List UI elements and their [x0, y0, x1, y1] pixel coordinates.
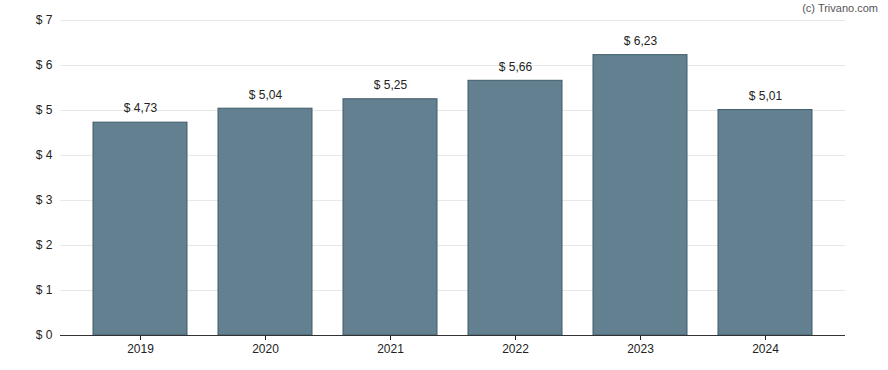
svg-text:$ 5,66: $ 5,66 [499, 60, 533, 74]
svg-text:$ 6,23: $ 6,23 [624, 34, 658, 48]
svg-text:2019: 2019 [127, 342, 154, 356]
svg-text:2021: 2021 [377, 342, 404, 356]
svg-text:$ 0: $ 0 [36, 328, 53, 342]
svg-text:2022: 2022 [502, 342, 529, 356]
svg-text:$ 5,25: $ 5,25 [374, 78, 408, 92]
svg-text:$ 5: $ 5 [36, 103, 53, 117]
svg-text:$ 3: $ 3 [36, 193, 53, 207]
svg-text:2023: 2023 [627, 342, 654, 356]
svg-text:$ 5,04: $ 5,04 [249, 88, 283, 102]
svg-text:$ 6: $ 6 [36, 58, 53, 72]
svg-text:2024: 2024 [752, 342, 779, 356]
svg-text:$ 7: $ 7 [36, 13, 53, 27]
svg-text:$ 5,01: $ 5,01 [749, 89, 783, 103]
svg-text:$ 4: $ 4 [36, 148, 53, 162]
svg-text:$ 4,73: $ 4,73 [124, 101, 158, 115]
html-text:(c) Trivano.com: (c) Trivano.com [802, 2, 878, 14]
svg-text:$ 1: $ 1 [36, 283, 53, 297]
svg-text:2020: 2020 [252, 342, 279, 356]
svg-text:$ 2: $ 2 [36, 238, 53, 252]
